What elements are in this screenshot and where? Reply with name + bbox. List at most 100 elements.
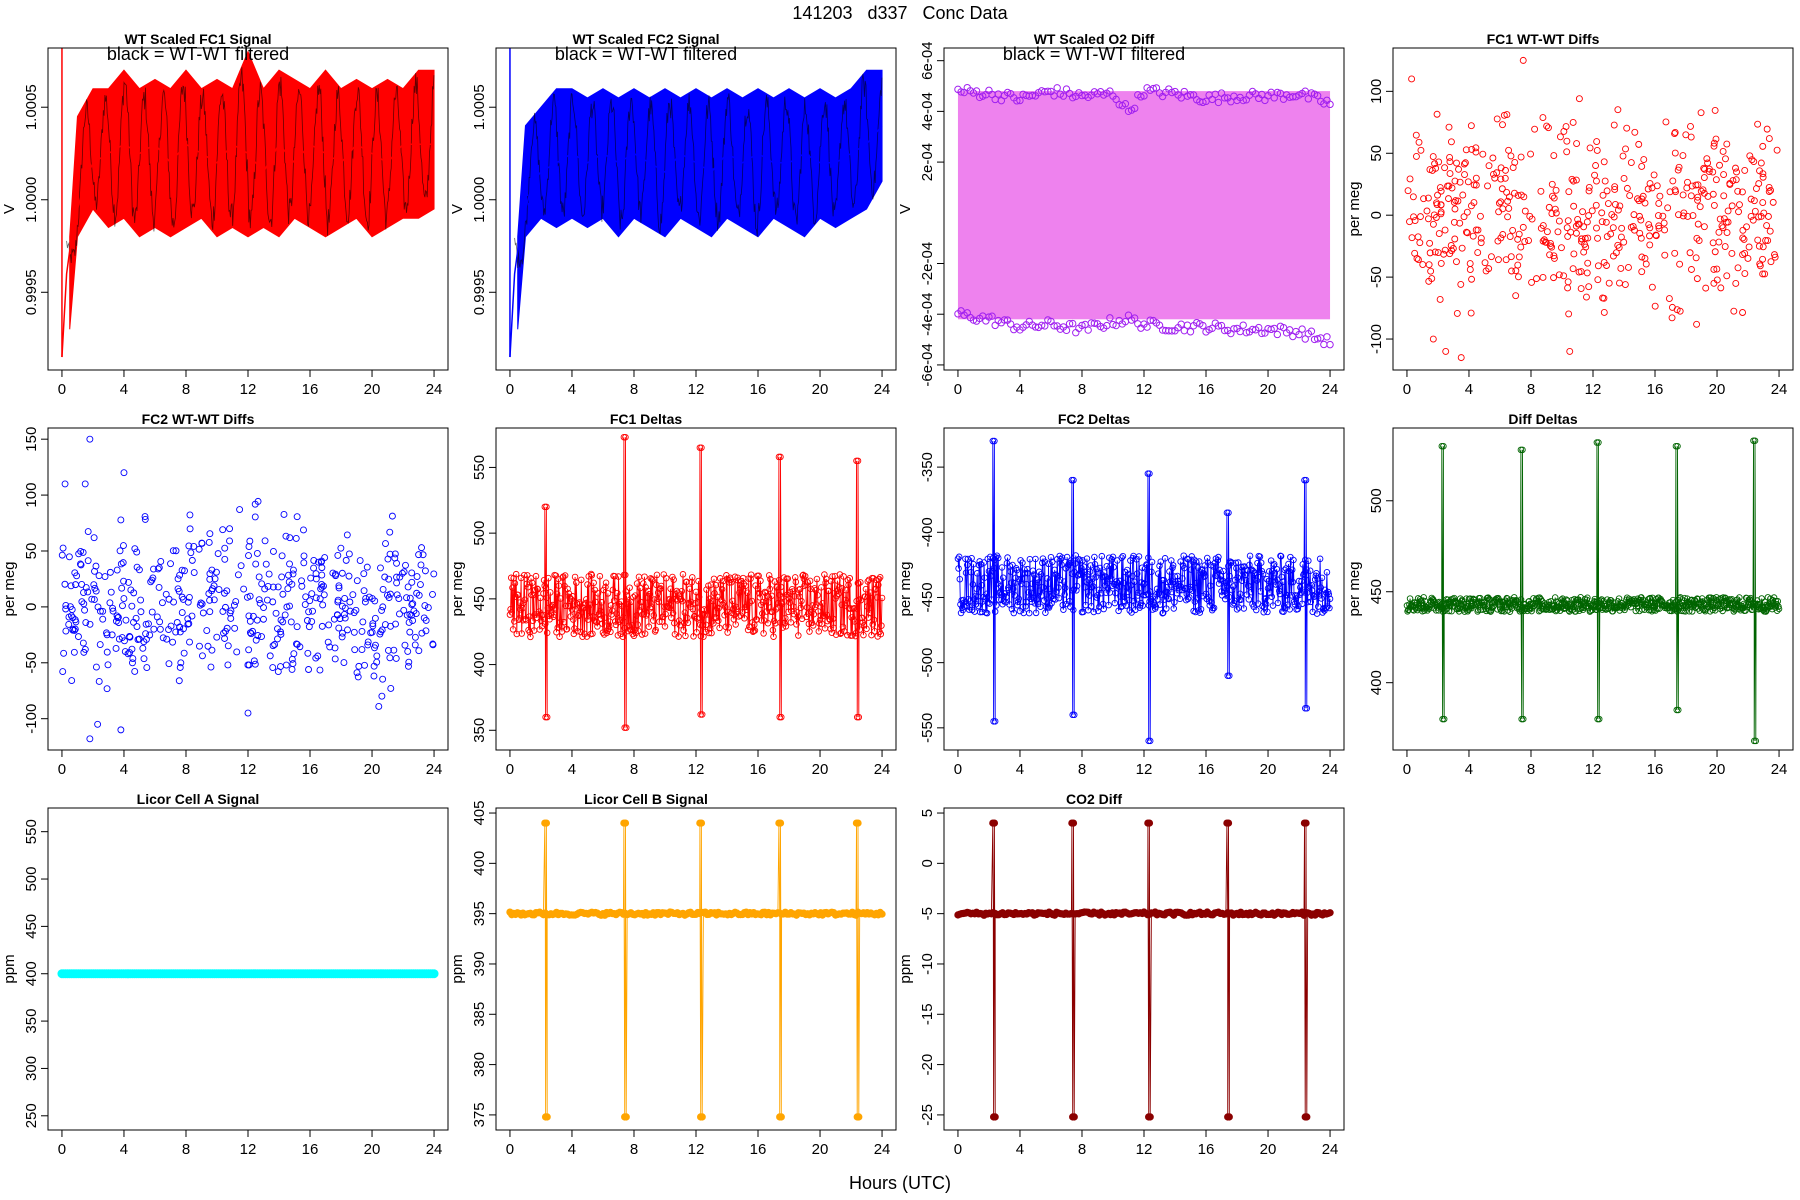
x-tick-label: 0 xyxy=(58,381,66,398)
series-point xyxy=(1073,582,1081,590)
series-point xyxy=(1008,579,1015,586)
scatter-point xyxy=(356,557,364,564)
series-point xyxy=(776,591,783,599)
series-point xyxy=(720,577,727,585)
series-point xyxy=(1504,595,1511,602)
series-point xyxy=(1268,593,1276,600)
series-point xyxy=(1052,596,1059,603)
series-point xyxy=(1302,476,1310,484)
diff-point xyxy=(1313,91,1322,100)
series-point xyxy=(1221,595,1229,603)
scatter-point xyxy=(406,628,414,636)
chart-title: FC2 WT-WT Diffs xyxy=(142,411,255,427)
scatter-point xyxy=(1767,258,1775,266)
scatter-point xyxy=(180,649,188,657)
series-point xyxy=(1042,609,1049,617)
scatter-point xyxy=(1434,191,1441,199)
series-point xyxy=(980,559,988,566)
series-point xyxy=(769,626,777,634)
series-point xyxy=(529,579,536,586)
x-tick-label: 0 xyxy=(1403,381,1411,398)
scatter-point xyxy=(1546,251,1554,259)
scatter-point xyxy=(1448,184,1456,192)
plot-area xyxy=(58,435,438,743)
series-point xyxy=(1681,594,1689,602)
series-point xyxy=(507,574,515,582)
plot-area xyxy=(57,969,439,979)
scatter-point xyxy=(371,614,379,622)
scatter-point xyxy=(345,550,353,558)
scatter-point xyxy=(382,540,389,548)
scatter-point xyxy=(226,537,233,545)
series-point xyxy=(1221,588,1228,595)
scatter-point xyxy=(226,609,234,617)
series-point xyxy=(1675,603,1682,611)
diff-point xyxy=(1041,322,1049,330)
series-point xyxy=(1143,561,1150,568)
y-axis: -25-20-15-10-505 xyxy=(919,809,945,1126)
series-point xyxy=(1488,604,1496,611)
scatter-point xyxy=(1765,188,1773,195)
series-point xyxy=(520,571,528,579)
series-point xyxy=(865,576,873,584)
scatter-point xyxy=(377,628,385,636)
scatter-point xyxy=(1408,75,1416,83)
diff-point xyxy=(1121,100,1130,108)
scatter-point xyxy=(245,646,253,654)
series-point xyxy=(846,574,854,582)
series-point xyxy=(1135,589,1142,596)
scatter-point xyxy=(175,677,183,685)
scatter-point xyxy=(258,633,265,641)
x-tick-label: 12 xyxy=(688,381,705,398)
series-point xyxy=(1051,566,1058,574)
scatter-point xyxy=(262,560,270,568)
series-point xyxy=(693,629,700,636)
scatter-point xyxy=(1429,220,1437,228)
series-point xyxy=(1490,602,1498,609)
scatter-point xyxy=(99,615,107,623)
scatter-point xyxy=(147,578,155,586)
series-point xyxy=(1112,589,1119,597)
scatter-point xyxy=(1583,293,1590,301)
scatter-point xyxy=(319,601,327,609)
scatter-point xyxy=(139,644,147,652)
diff-point xyxy=(1013,97,1021,105)
scatter-point xyxy=(1711,248,1719,256)
series-point xyxy=(791,574,799,581)
series-point xyxy=(1146,1113,1154,1121)
scatter-point xyxy=(1622,145,1629,153)
series-point xyxy=(1228,586,1236,594)
scatter-point xyxy=(1692,254,1700,262)
scatter-point xyxy=(321,554,329,562)
series-point xyxy=(1083,555,1091,562)
diff-point xyxy=(1028,91,1037,100)
plot-area xyxy=(954,819,1334,1121)
series-point xyxy=(1233,606,1241,613)
scatter-point xyxy=(167,622,175,630)
scatter-point xyxy=(341,614,349,622)
scatter-point xyxy=(375,703,383,710)
scatter-point xyxy=(173,619,181,626)
scatter-point xyxy=(1655,200,1663,207)
x-axis: 0 4 8 12 16 20 24 xyxy=(1403,749,1787,778)
series-point xyxy=(825,587,832,595)
series-point xyxy=(1061,584,1069,592)
y-axis: -550-500-450-400-350 xyxy=(919,452,945,743)
series-point xyxy=(836,584,843,591)
scatter-point xyxy=(1592,162,1600,169)
scatter-point xyxy=(334,596,342,604)
scatter-point xyxy=(384,591,391,599)
series-point xyxy=(629,630,636,638)
scatter-point xyxy=(355,662,363,670)
series-point xyxy=(623,600,631,608)
scatter-point xyxy=(113,566,121,574)
series-point xyxy=(621,819,630,827)
series-point xyxy=(661,623,669,630)
y-tick-label: 405 xyxy=(471,801,488,826)
diff-point xyxy=(1130,314,1139,322)
scatter-point xyxy=(1722,218,1730,226)
scatter-point xyxy=(1470,181,1478,189)
scatter-point xyxy=(386,528,394,536)
scatter-point xyxy=(1771,251,1778,259)
